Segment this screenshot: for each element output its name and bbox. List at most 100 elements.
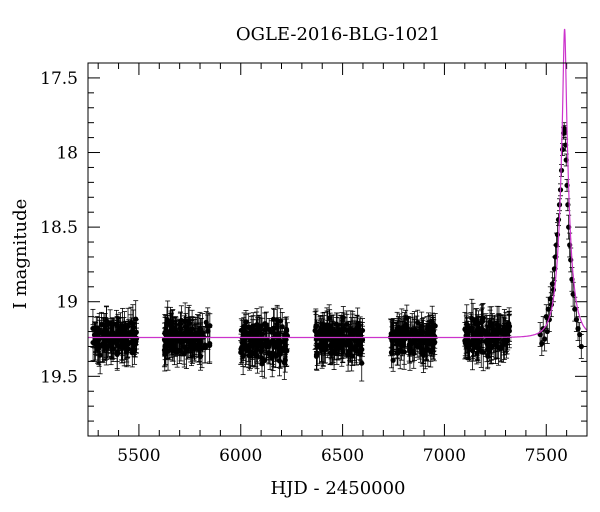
- data-point: [197, 353, 204, 359]
- y-tick-label: 18: [56, 144, 78, 164]
- data-point: [116, 330, 122, 336]
- data-point: [162, 344, 168, 350]
- data-point: [204, 323, 211, 329]
- data-point: [395, 332, 401, 338]
- model-curve: [88, 28, 588, 339]
- data-point: [109, 344, 115, 350]
- data-point: [552, 254, 559, 260]
- tick-labels: 5500 6000 6500 7000 7500 17.5 18 18.5 19 19.5: [40, 69, 568, 466]
- data-point: [407, 341, 413, 347]
- data-point: [354, 330, 360, 336]
- data-point: [242, 341, 248, 347]
- x-tick-label: 7000: [423, 446, 466, 466]
- data-point: [102, 329, 108, 335]
- data-point: [165, 348, 171, 354]
- data-point: [405, 334, 411, 340]
- data-point: [90, 339, 96, 346]
- data-point: [485, 353, 491, 359]
- data-point: [415, 319, 421, 326]
- data-point: [570, 291, 576, 297]
- data-point: [276, 358, 283, 364]
- data-point: [133, 329, 139, 335]
- data-point: [268, 329, 275, 335]
- data-point: [431, 340, 437, 346]
- data-point: [274, 321, 280, 327]
- data-point: [207, 342, 213, 349]
- data-point: [475, 320, 482, 327]
- data-point: [345, 351, 351, 357]
- data-point: [404, 315, 410, 321]
- data-point: [327, 350, 333, 356]
- data-point: [314, 332, 320, 338]
- data-point: [114, 349, 120, 355]
- data-point: [468, 328, 474, 334]
- data-point: [282, 343, 288, 349]
- data-point: [335, 333, 341, 339]
- data-point: [270, 316, 277, 322]
- data-point: [329, 327, 335, 334]
- data-point: [270, 337, 276, 343]
- data-point: [195, 341, 202, 348]
- data-point: [545, 306, 551, 312]
- data-point: [500, 331, 506, 337]
- axis-ticks: [88, 63, 588, 437]
- data-point: [464, 332, 470, 338]
- data-point: [492, 341, 499, 348]
- data-point: [246, 348, 253, 354]
- data-point: [253, 353, 259, 359]
- data-point: [418, 336, 424, 342]
- data-point: [578, 343, 584, 350]
- model-curve-group: [88, 28, 588, 339]
- data-point: [333, 321, 339, 327]
- chart-title: OGLE-2016-BLG-1021: [236, 24, 440, 45]
- data-point: [181, 351, 187, 357]
- data-point: [551, 266, 558, 272]
- data-point: [170, 335, 176, 341]
- data-point: [394, 350, 400, 356]
- data-point: [205, 328, 211, 334]
- data-point: [501, 341, 507, 347]
- data-point: [197, 326, 203, 332]
- data-point: [544, 328, 550, 335]
- data-point: [130, 324, 136, 330]
- data-point: [338, 343, 344, 350]
- data-point: [121, 324, 128, 330]
- data-point: [488, 320, 494, 327]
- data-point: [281, 360, 287, 366]
- data-point: [240, 353, 246, 359]
- data-point: [283, 326, 290, 333]
- data-point: [122, 338, 129, 344]
- data-point: [264, 344, 270, 350]
- data-point: [328, 345, 334, 351]
- data-point: [359, 327, 366, 334]
- data-point: [183, 324, 189, 330]
- data-point: [246, 324, 252, 330]
- data-point: [477, 339, 483, 345]
- data-point: [266, 339, 272, 345]
- data-point: [259, 331, 265, 337]
- data-point: [347, 343, 353, 349]
- data-point: [91, 332, 98, 338]
- data-point: [575, 325, 581, 332]
- data-point: [487, 332, 493, 338]
- data-point: [402, 328, 409, 334]
- data-point: [250, 323, 256, 329]
- data-point: [430, 328, 436, 334]
- data-point: [355, 320, 361, 327]
- data-point: [479, 326, 485, 333]
- data-point: [128, 319, 134, 326]
- data-point: [344, 321, 350, 328]
- data-point: [199, 345, 205, 351]
- data-point: [474, 350, 480, 357]
- data-point: [488, 343, 495, 349]
- data-point: [103, 318, 110, 324]
- data-point: [182, 318, 188, 324]
- data-point: [273, 352, 279, 359]
- data-point: [573, 317, 580, 323]
- data-point: [171, 330, 177, 336]
- data-point: [113, 322, 120, 328]
- data-point: [492, 336, 498, 343]
- data-point: [491, 332, 497, 338]
- data-point: [411, 350, 417, 357]
